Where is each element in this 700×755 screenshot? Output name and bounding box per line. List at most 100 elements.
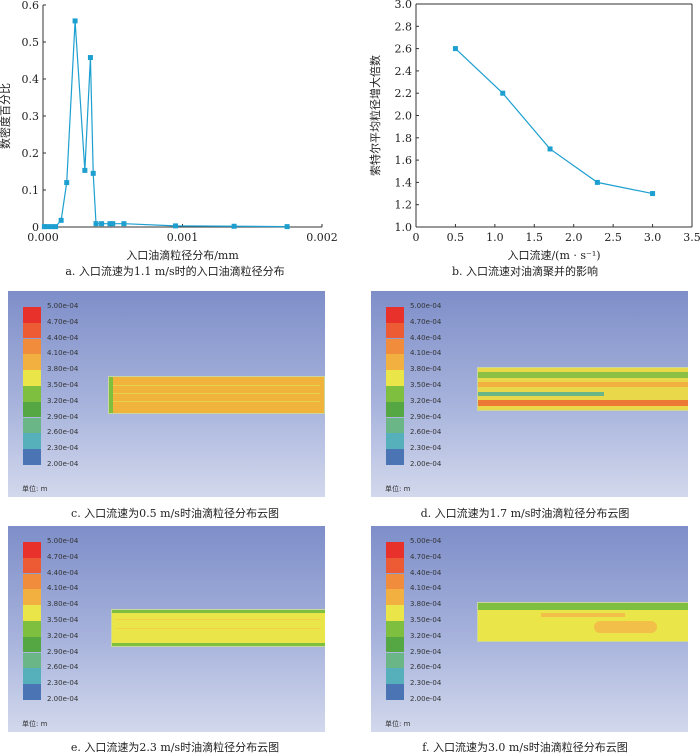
data-point <box>58 217 64 223</box>
data-point <box>53 224 59 230</box>
y-tick-label: 2.6 <box>395 43 413 56</box>
legend-swatch <box>386 668 404 684</box>
legend-swatch <box>386 307 404 323</box>
legend-label: 2.30e-04 <box>410 444 442 453</box>
data-point <box>110 221 116 227</box>
legend-swatch <box>386 354 404 370</box>
legend-label: 4.10e-04 <box>410 349 442 358</box>
legend-swatch <box>23 605 41 621</box>
data-point <box>547 146 553 152</box>
x-tick-label: 0.5 <box>447 231 465 244</box>
legend-label: 5.00e-04 <box>47 537 79 545</box>
legend-label: 4.70e-04 <box>410 552 442 561</box>
contour-panel-d: 5.00e-04 4.70e-04 4.40e-04 4.10e-04 3.80e-04… <box>371 291 688 497</box>
legend-swatch <box>23 542 41 558</box>
legend-swatch <box>386 449 404 465</box>
y-tick-label: 0.6 <box>22 0 40 12</box>
legend-swatch <box>23 652 41 669</box>
unit-label: 单位: m <box>22 720 48 728</box>
separator-body <box>477 367 688 411</box>
legend-label: 3.80e-04 <box>410 365 442 374</box>
legend-swatch <box>386 370 404 386</box>
y-tick-label: 0.3 <box>22 110 40 123</box>
caption-d: d. 入口流速为1.7 m/s时油滴粒径分布云图 <box>420 507 630 520</box>
legend-label: 3.20e-04 <box>410 396 442 405</box>
legend-swatch <box>386 386 404 402</box>
legend-label: 3.20e-04 <box>47 396 79 405</box>
chart-a: 0 0.1 0.2 0.3 0.4 0.5 0.6 0.000 0.001 0.002 入口油滴粒径… <box>0 0 338 262</box>
unit-label: 单位: m <box>385 485 411 493</box>
x-axis-label: 入口油滴粒径分布/mm <box>126 248 239 262</box>
legend-swatch <box>386 573 404 590</box>
separator-body <box>108 376 325 414</box>
legend-label: 2.00e-04 <box>410 695 442 703</box>
y-tick-label: 0.1 <box>22 184 40 197</box>
y-tick-label: 2.8 <box>395 20 413 33</box>
legend-label: 4.70e-04 <box>47 552 79 561</box>
legend-label: 3.80e-04 <box>47 365 79 374</box>
legend-label: 2.60e-04 <box>47 663 79 672</box>
legend-label: 3.20e-04 <box>47 631 79 640</box>
contour-panel-e: 5.00e-04 4.70e-04 4.40e-04 4.10e-04 3.80e-04… <box>8 526 325 732</box>
legend-swatch <box>23 636 41 653</box>
legend-swatch <box>386 433 404 449</box>
x-tick-label: 3.0 <box>644 231 662 244</box>
legend-label: 4.40e-04 <box>410 568 442 577</box>
series-line <box>455 48 653 195</box>
legend-swatch <box>386 684 404 700</box>
x-tick-label: 0.002 <box>306 231 338 244</box>
data-point <box>44 224 50 230</box>
y-axis-label: 索特尔平均粒径增大倍数 <box>368 55 382 176</box>
legend-swatch <box>23 370 41 386</box>
unit-label: 单位: m <box>22 485 48 493</box>
legend-label: 2.90e-04 <box>410 412 442 421</box>
caption-f: f. 入口流速为3.0 m/s时油滴粒径分布云图 <box>422 741 628 754</box>
legend-label: 3.80e-04 <box>410 600 442 609</box>
legend-label: 3.50e-04 <box>410 616 442 624</box>
y-tick-label: 0.5 <box>22 36 40 49</box>
x-tick-label: 1.0 <box>486 231 504 244</box>
legend-swatch <box>23 684 41 700</box>
x-tick-label: 2.0 <box>565 231 583 244</box>
legend-swatch <box>386 401 404 418</box>
legend-swatch <box>23 386 41 402</box>
legend-swatch <box>23 621 41 637</box>
data-point <box>87 55 93 61</box>
x-tick-label: 0 <box>413 231 420 244</box>
legend-label: 2.60e-04 <box>47 428 79 437</box>
legend-label: 2.90e-04 <box>410 647 442 656</box>
legend-swatch <box>23 433 41 449</box>
y-tick-label: 1.6 <box>395 154 413 167</box>
legend-label: 4.40e-04 <box>47 568 79 577</box>
data-point <box>41 224 47 230</box>
y-tick-label: 1.0 <box>395 221 413 234</box>
data-point <box>64 180 70 186</box>
legend-label: 3.80e-04 <box>47 600 79 609</box>
legend-swatch <box>23 668 41 684</box>
y-tick-label: 2.0 <box>395 110 413 123</box>
contour-panel-f: 5.00e-04 4.70e-04 4.40e-04 4.10e-04 3.80e-04… <box>371 526 688 732</box>
y-tick-label: 2.2 <box>395 87 413 100</box>
legend-swatch <box>23 417 41 434</box>
legend-label: 5.00e-04 <box>47 302 79 310</box>
data-point <box>650 191 656 197</box>
legend-label: 2.00e-04 <box>410 460 442 468</box>
legend-label: 5.00e-04 <box>410 537 442 545</box>
legend-label: 4.10e-04 <box>47 584 79 593</box>
data-point <box>90 170 96 176</box>
y-tick-label: 1.2 <box>395 199 413 212</box>
contour-panel-c: 5.00e-04 4.70e-04 4.40e-04 4.10e-04 3.80e-04… <box>8 291 325 497</box>
legend-swatch <box>23 307 41 323</box>
series-line <box>44 20 288 228</box>
y-tick-label: 1.4 <box>395 176 413 189</box>
y-axis-label: 数密度百分比 <box>0 83 12 149</box>
legend-swatch <box>386 542 404 558</box>
data-point <box>107 221 113 227</box>
data-point <box>594 179 600 185</box>
y-tick-label: 1.8 <box>395 132 413 145</box>
separator-body <box>477 602 688 642</box>
legend-label: 2.30e-04 <box>47 444 79 453</box>
separator-body <box>111 609 325 647</box>
caption-a: a. 入口流速为1.1 m/s时的入口油滴粒径分布 <box>65 265 285 278</box>
legend-swatch <box>23 401 41 418</box>
